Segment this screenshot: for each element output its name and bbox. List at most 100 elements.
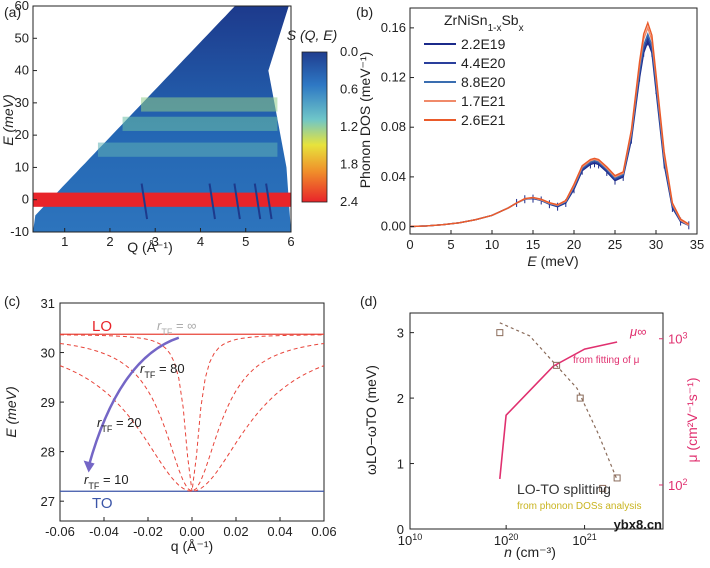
colorbar-title: S (Q, E)	[287, 27, 338, 43]
d-plot-area	[409, 312, 664, 530]
c-xtick-label: 0.04	[267, 524, 292, 539]
colorbar-tick-label: 2.4	[340, 194, 358, 209]
splitting-point	[576, 394, 584, 402]
heatmap-band-1	[122, 116, 278, 131]
b-xtick-label: 15	[526, 237, 540, 252]
panel-d-letter: (d)	[360, 293, 377, 309]
c-xtick-label: 0.06	[311, 524, 336, 539]
d-ytick-label: 2	[397, 391, 404, 406]
a-xtick-label: 4	[197, 234, 204, 249]
d-ytick-label: 3	[397, 326, 404, 341]
b-ytick-label: 0.16	[381, 20, 406, 35]
d-ytick-label: 1	[397, 457, 404, 472]
b-series-line	[409, 20, 690, 228]
c-xtick-label: -0.02	[133, 524, 163, 539]
b-axes: 0 5 10 15 20 25 30 35 0.00 0.04 0.08 0.12 0.16	[381, 20, 705, 252]
a-xtick-label: 5	[242, 234, 249, 249]
b-xlabel: E (meV)	[527, 253, 578, 269]
d-series: μ∞ from fitting of μ LO-TO splitting from p…	[496, 322, 646, 512]
bragg-streak-0	[140, 183, 149, 220]
splitting-point	[599, 484, 607, 492]
colorbar-tick-label: 0.6	[340, 82, 358, 97]
colorbar	[301, 51, 328, 203]
c-xtick-label: -0.04	[89, 524, 119, 539]
c-ytick-label: 30	[41, 346, 55, 361]
b-legend: ZrNiSn1-xSbx 2.2E19 4.4E20 8.8E20 1.7E21 2.6E…	[424, 12, 524, 128]
legend-sub: from phonon DOSs analysis	[517, 501, 642, 512]
heatmap-band-0	[141, 97, 278, 112]
a-ytick-label: 20	[15, 127, 29, 142]
splitting-point	[553, 361, 561, 369]
a-ytick-label: -10	[10, 224, 29, 239]
a-ytick-label: 60	[15, 0, 29, 13]
b-series	[409, 20, 690, 230]
a-ytick-label: 40	[15, 63, 29, 78]
bragg-streak-3	[253, 183, 262, 220]
c-plot-area	[59, 302, 325, 522]
b-legend-label: 2.2E19	[461, 36, 506, 52]
d-xtick-label: 1010	[398, 532, 422, 548]
panel-c: rTF = 10 rTF = 20 rTF = 80 rTF = ∞ -0.06 -0.…	[3, 293, 337, 554]
panel-a-letter: (a)	[4, 4, 21, 20]
b-legend-label: 8.8E20	[461, 74, 506, 90]
a-ytick-label: 0	[22, 192, 29, 207]
rtf-arrow-head	[83, 460, 95, 473]
c-ytick-label: 29	[41, 395, 55, 410]
d-ylabel-right: μ (cm²V⁻¹s⁻¹)	[684, 377, 700, 462]
c-xtick-label: -0.06	[45, 524, 75, 539]
temperature-label: T = 300 K	[42, 31, 104, 47]
bragg-streak-1	[208, 183, 216, 220]
d-axes: 1010 1020 1021 0 1 2 3 102 103	[397, 326, 688, 548]
b-ytick-label: 0.08	[381, 119, 406, 134]
a-ylabel: E (meV)	[0, 94, 16, 145]
b-legend-label: 2.6E21	[461, 112, 506, 128]
panel-b: 0 5 10 15 20 25 30 35 0.00 0.04 0.08 0.12 0.16 ZrNiS…	[356, 4, 704, 269]
c-xlabel: q (Å⁻¹)	[171, 538, 213, 554]
rtf-label: rTF = ∞	[157, 318, 196, 337]
colorbar-tick-label: 0.0	[340, 44, 358, 59]
panel-d: μ∞ from fitting of μ LO-TO splitting from p…	[360, 293, 700, 560]
bragg-streak-4	[265, 183, 273, 220]
c-ylabel: E (meV)	[3, 386, 19, 437]
to-label: TO	[92, 495, 113, 512]
a-xtick-label: 2	[106, 234, 113, 249]
c-dispersion: rTF = 10 rTF = 20 rTF = 80 rTF = ∞	[59, 318, 325, 492]
legend-main: LO-TO splitting	[517, 481, 611, 497]
b-legend-label: 1.7E21	[461, 93, 506, 109]
elastic-line	[33, 192, 291, 207]
colorbar-ticks: 0.0 0.6 1.2 1.8 2.4	[340, 44, 358, 209]
a-xtick-label: 3	[152, 234, 159, 249]
rtf-label: rTF = 10	[84, 472, 129, 491]
a-xtick-label: 1	[61, 234, 68, 249]
a-ytick-label: 10	[15, 159, 29, 174]
watermark: ybx8.cn	[614, 517, 662, 532]
heatmap-border	[32, 5, 292, 233]
sample-label: ZrNiSn (2.2E19)	[42, 12, 143, 28]
c-dispersion-curve	[59, 334, 325, 492]
d-ytick-label: 0	[397, 522, 404, 537]
panel-a: 1 2 3 4 5 6 -10 0 10 20 30 40 50 60 (a) ZrNiSn (2.2E1…	[0, 0, 358, 255]
splitting-point	[496, 329, 504, 337]
colorbar-tick-label: 1.2	[340, 119, 358, 134]
mu-inf-label: μ∞	[629, 324, 646, 339]
b-ytick-label: 0.00	[381, 219, 406, 234]
rtf-arrow	[87, 336, 180, 467]
incident-energy-label: Ei = 66 meV	[42, 50, 119, 66]
heatmap-image	[33, 6, 291, 232]
a-xtick-label: 6	[287, 234, 294, 249]
b-xtick-label: 25	[608, 237, 622, 252]
b-xtick-label: 10	[485, 237, 499, 252]
d-xtick-label: 1020	[494, 532, 518, 548]
rtf-label: rTF = 20	[97, 415, 142, 434]
rtf-label: rTF = 80	[140, 361, 185, 380]
b-ylabel: Phonon DOS (meV⁻¹)	[357, 52, 373, 189]
b-ytick-label: 0.12	[381, 70, 406, 85]
c-xtick-label: 0.00	[179, 524, 204, 539]
a-ytick-label: 30	[15, 95, 29, 110]
b-xtick-label: 0	[406, 237, 413, 252]
c-xtick-label: 0.02	[223, 524, 248, 539]
c-ytick-label: 31	[41, 296, 55, 311]
lo-label: LO	[92, 318, 112, 335]
c-ytick-label: 28	[41, 445, 55, 460]
